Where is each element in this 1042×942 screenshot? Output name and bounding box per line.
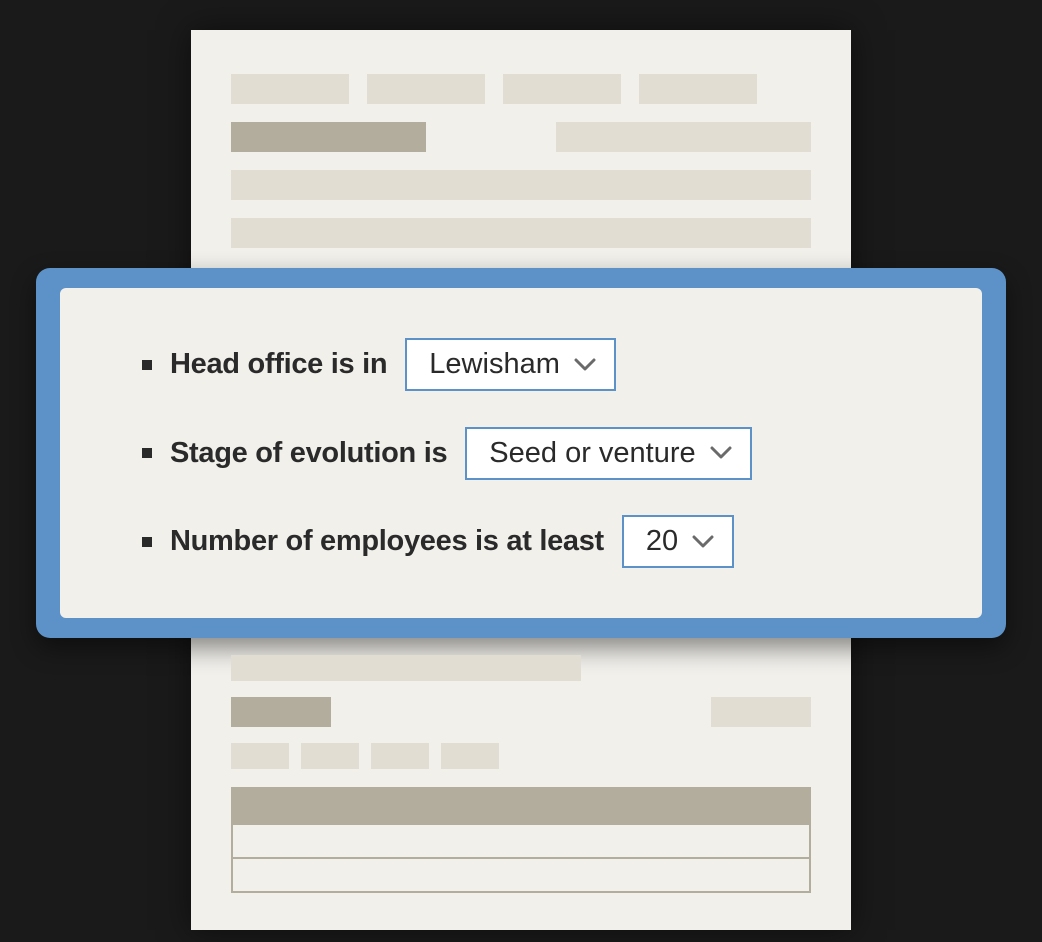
skeleton-row	[231, 74, 811, 104]
skeleton-block	[231, 743, 289, 769]
skeleton-row	[231, 743, 811, 769]
chevron-down-icon	[692, 535, 714, 549]
skeleton-block	[301, 743, 359, 769]
filter-row-head-office: Head office is in Lewisham	[142, 338, 900, 391]
skeleton-block	[371, 743, 429, 769]
skeleton-block	[556, 122, 811, 152]
skeleton-table-row	[233, 823, 809, 857]
skeleton-block	[231, 74, 349, 104]
skeleton-block	[231, 218, 811, 248]
skeleton-row	[231, 697, 811, 727]
skeleton-block	[441, 743, 499, 769]
dropdown-value: Lewisham	[429, 350, 560, 379]
filter-card: Head office is in Lewisham Stage of evol…	[60, 288, 982, 618]
head-office-dropdown[interactable]: Lewisham	[405, 338, 616, 391]
skeleton-block	[231, 697, 331, 727]
skeleton-block	[231, 122, 426, 152]
chevron-down-icon	[710, 446, 732, 460]
skeleton-top	[231, 74, 811, 248]
skeleton-row	[231, 218, 811, 248]
stage-dropdown[interactable]: Seed or venture	[465, 427, 751, 480]
bullet-icon	[142, 537, 152, 547]
filter-label: Head office is in	[170, 348, 387, 381]
skeleton-block	[639, 74, 757, 104]
employees-dropdown[interactable]: 20	[622, 515, 734, 568]
skeleton-bottom	[191, 655, 851, 893]
filter-label: Stage of evolution is	[170, 437, 447, 470]
filter-label: Number of employees is at least	[170, 525, 604, 558]
skeleton-block	[711, 697, 811, 727]
chevron-down-icon	[574, 358, 596, 372]
skeleton-table-header	[233, 789, 809, 823]
filter-row-stage: Stage of evolution is Seed or venture	[142, 427, 900, 480]
skeleton-table	[231, 787, 811, 893]
skeleton-block	[231, 170, 811, 200]
skeleton-block	[231, 655, 581, 681]
dropdown-value: 20	[646, 527, 678, 556]
dropdown-value: Seed or venture	[489, 439, 695, 468]
skeleton-block	[367, 74, 485, 104]
bullet-icon	[142, 448, 152, 458]
bullet-icon	[142, 360, 152, 370]
skeleton-row	[231, 122, 811, 152]
skeleton-row	[231, 170, 811, 200]
filter-row-employees: Number of employees is at least 20	[142, 515, 900, 568]
skeleton-block	[503, 74, 621, 104]
skeleton-table-row	[233, 857, 809, 891]
